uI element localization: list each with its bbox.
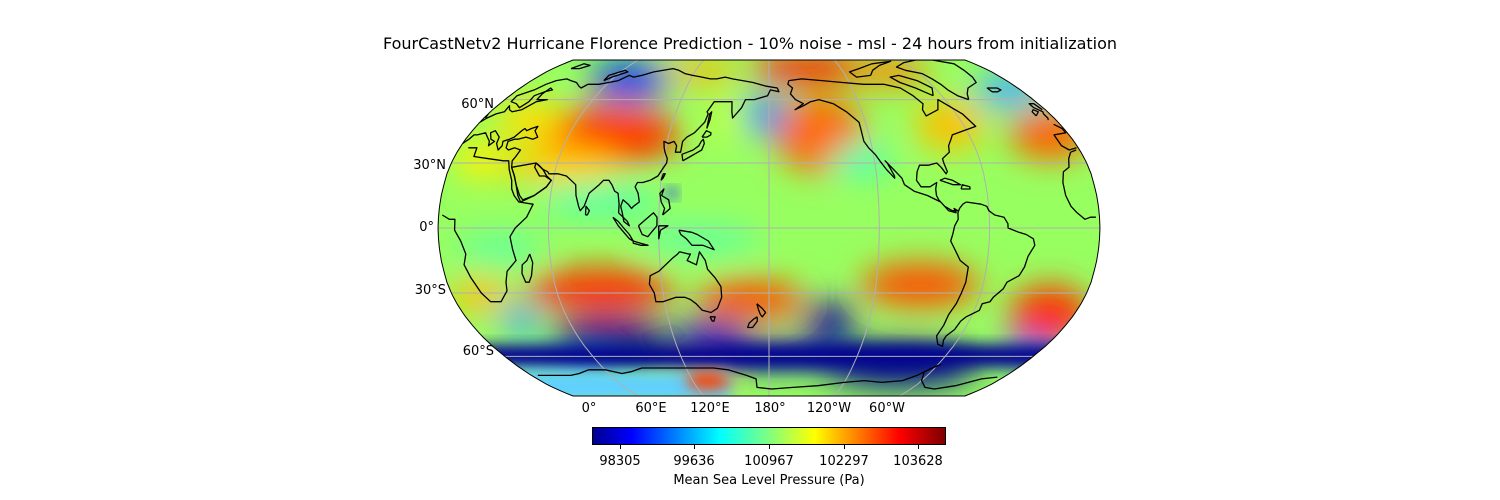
lon-label-60e: 60°E [635, 401, 667, 416]
lat-label-60s: 60°S [462, 344, 494, 359]
coastline-arctic-islands [848, 60, 892, 78]
lat-label-30n: 30°N [413, 158, 446, 173]
colorbar-tick [918, 445, 919, 449]
colorbar-label-100967: 100967 [744, 454, 794, 469]
coastline-australia [648, 251, 723, 314]
coastline-taiwan [660, 173, 666, 181]
coastline-africa [441, 147, 1096, 303]
coastlines [441, 60, 1096, 390]
coastline-java [632, 240, 649, 246]
coastline-svalbard [570, 63, 591, 70]
lat-label-60n: 60°N [461, 97, 494, 112]
colorbar-label-102297: 102297 [819, 454, 869, 469]
lon-label-120e: 120°E [690, 401, 730, 416]
coastline-baffin [889, 74, 934, 97]
coastline-cuba [939, 177, 962, 186]
colorbar-tick [844, 445, 845, 449]
coastline-tasmania [709, 316, 716, 322]
coastline-eurasia [462, 67, 1077, 227]
coastline-hokkaido [701, 130, 712, 138]
colorbar [592, 427, 946, 445]
lat-label-30s: 30°S [414, 283, 446, 298]
coastline-novaya-zemlya [603, 69, 629, 82]
chart-title: FourCastNetv2 Hurricane Florence Predict… [382, 34, 1118, 53]
coastline-antarctica [537, 363, 998, 390]
graticule [438, 60, 1100, 396]
coastline-iceland [986, 87, 1002, 93]
coastline-madagascar [521, 253, 534, 283]
lon-label-0: 0° [581, 401, 597, 416]
coastline-new-guinea [678, 229, 715, 251]
gridline [547, 60, 639, 396]
colorbar-tick [620, 445, 621, 449]
coastline-japan [681, 138, 705, 162]
gridline [899, 60, 991, 396]
colorbar-label-98305: 98305 [599, 454, 641, 469]
coastline-arabia-block [510, 162, 552, 203]
coastline-sulawesi [658, 225, 669, 240]
coastline-north-america [787, 78, 977, 214]
coastline-south-america [935, 201, 1036, 347]
map-boundary [437, 59, 1101, 397]
tropical-low-marker [667, 188, 677, 198]
coastline-philippines [659, 188, 671, 216]
coastline-borneo [637, 212, 658, 238]
coastline-new-zealand-n [756, 303, 767, 318]
colorbar-tick [694, 445, 695, 449]
coastline-hispaniola [960, 184, 971, 190]
coastline-ireland [1031, 109, 1039, 117]
colorbar-title: Mean Sea Level Pressure (Pa) [673, 473, 865, 488]
coastline-sakhalin [706, 111, 713, 129]
colorbar-label-99636: 99636 [673, 454, 715, 469]
coastline-sri-lanka [584, 205, 591, 216]
lon-label-120w: 120°W [806, 401, 852, 416]
colorbar-label-103628: 103628 [893, 454, 943, 469]
coastline-greenland [895, 60, 977, 101]
lon-label-180: 180° [754, 401, 786, 416]
lat-label-equator: 0° [419, 220, 434, 235]
colorbar-tick [769, 445, 770, 449]
coastline-new-zealand-s [747, 316, 758, 329]
gridline [833, 60, 880, 396]
lon-label-60w: 60°W [869, 401, 905, 416]
